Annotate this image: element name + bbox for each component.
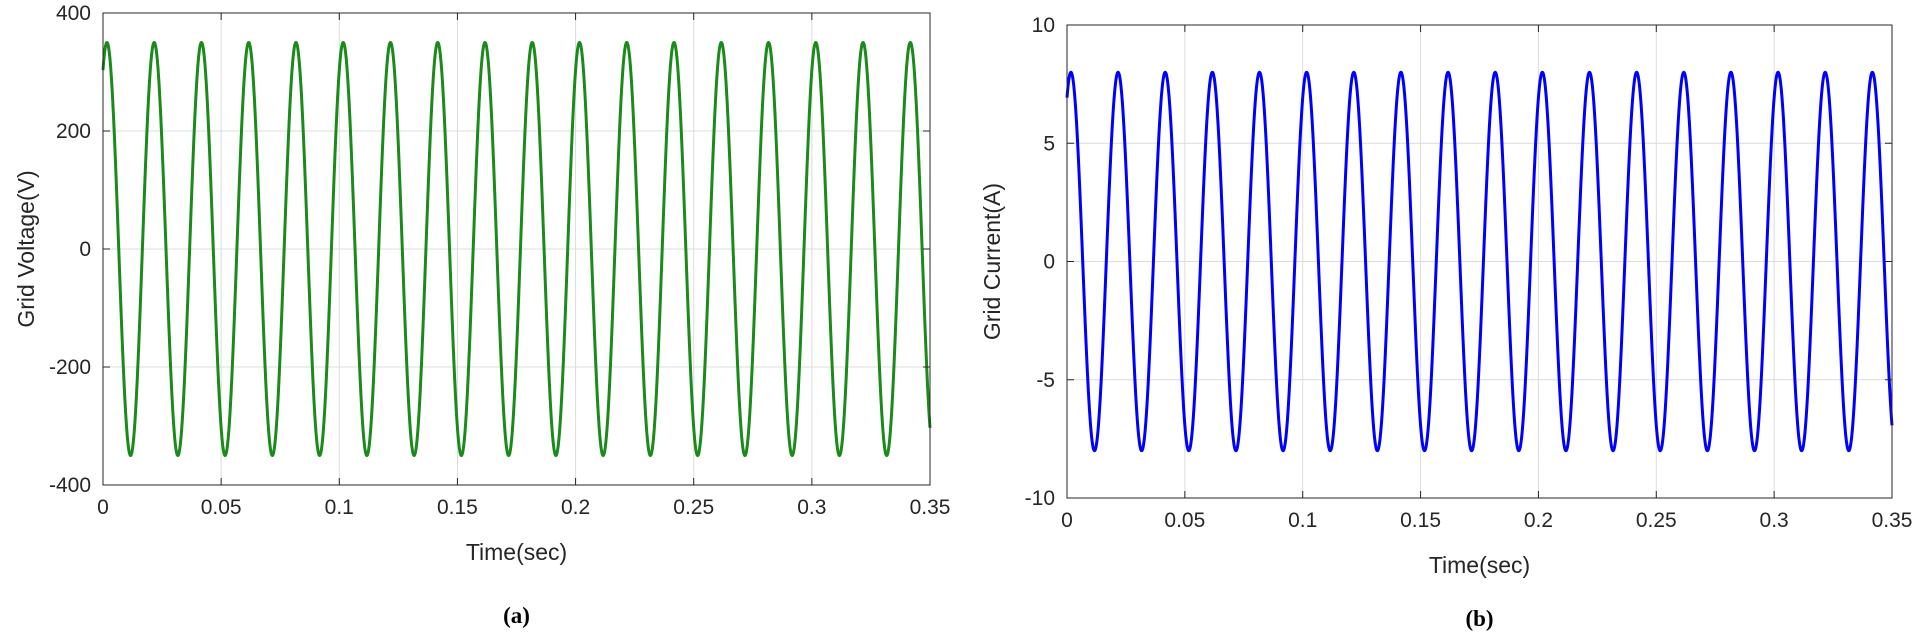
chart-a: 0 0.05 0.1 0.15 0.2 0.25 0.3 0.35 400 200 0 -200 -4…: [13, 2, 950, 628]
y-tick-label: 200: [56, 120, 91, 143]
chart-b-y-axis-label: Grid Current(A): [979, 183, 1005, 340]
y-tick-label: 0: [1043, 251, 1055, 274]
chart-a-voltage-line: [101, 41, 932, 457]
chart-b-x-tick-labels: 0 0.05 0.1 0.15 0.2 0.25 0.3 0.35: [1061, 509, 1912, 532]
x-tick-label: 0.1: [1288, 509, 1317, 532]
chart-b-tick-marks: [1066, 24, 1893, 499]
y-tick-label: -10: [1025, 487, 1055, 510]
chart-a-panel-label: (a): [503, 603, 530, 628]
y-tick-label: 400: [56, 2, 91, 25]
chart-a-x-tick-labels: 0 0.05 0.1 0.15 0.2 0.25 0.3 0.35: [97, 496, 950, 519]
x-tick-label: 0.2: [1524, 509, 1553, 532]
x-tick-label: 0.3: [1760, 509, 1789, 532]
x-tick-label: 0.1: [325, 496, 354, 519]
y-tick-label: 5: [1043, 132, 1055, 155]
x-tick-label: 0.05: [201, 496, 242, 519]
x-tick-label: 0.15: [1400, 509, 1441, 532]
x-tick-label: 0: [97, 496, 109, 519]
x-tick-label: 0.05: [1164, 509, 1205, 532]
chart-a-y-axis-label: Grid Voltage(V): [13, 170, 39, 327]
chart-b-current-line: [1065, 70, 1894, 453]
y-tick-label: 0: [79, 238, 91, 261]
chart-b: 0 0.05 0.1 0.15 0.2 0.25 0.3 0.35 10 5 0 -5 -10 Tim…: [979, 14, 1912, 631]
x-tick-label: 0.35: [1872, 509, 1913, 532]
x-tick-label: 0.2: [561, 496, 590, 519]
x-tick-label: 0.15: [437, 496, 478, 519]
chart-b-y-tick-labels: 10 5 0 -5 -10: [1025, 14, 1055, 510]
chart-b-panel-label: (b): [1465, 606, 1493, 631]
y-tick-label: -5: [1036, 369, 1055, 392]
x-tick-label: 0.25: [673, 496, 714, 519]
x-tick-label: 0.25: [1636, 509, 1677, 532]
chart-a-y-tick-labels: 400 200 0 -200 -400: [49, 2, 91, 497]
x-tick-label: 0.3: [797, 496, 826, 519]
y-tick-label: -200: [49, 356, 91, 379]
x-tick-label: 0: [1061, 509, 1073, 532]
y-tick-label: 10: [1032, 14, 1055, 37]
chart-a-tick-marks: [102, 12, 931, 486]
chart-a-x-axis-label: Time(sec): [466, 539, 567, 565]
x-tick-label: 0.35: [910, 496, 951, 519]
y-tick-label: -400: [49, 474, 91, 497]
chart-b-x-axis-label: Time(sec): [1429, 552, 1530, 578]
